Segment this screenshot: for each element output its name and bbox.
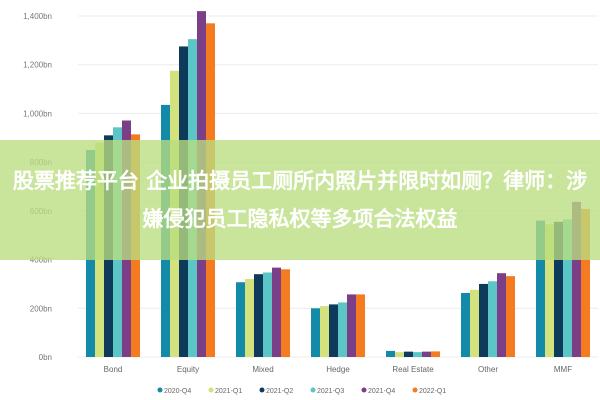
y-tick-label: 0bn <box>39 353 52 362</box>
legend-marker <box>310 387 316 393</box>
bar-real-estate-2021-Q3 <box>413 352 422 357</box>
bar-other-2021-Q4 <box>497 273 506 357</box>
legend-marker <box>157 387 163 393</box>
x-category-label: Equity <box>177 365 199 374</box>
bar-other-2021-Q3 <box>488 281 497 357</box>
bar-mixed-2021-Q3 <box>263 272 272 357</box>
x-axis-categories: Bond Equity Mixed Hedge Real Estate Other MMF <box>104 365 573 374</box>
bar-real-estate-2020-Q4 <box>386 350 395 357</box>
x-category-label: Bond <box>104 365 123 374</box>
y-tick-label: 1,400bn <box>23 12 52 21</box>
y-tick-label: 1,000bn <box>23 109 52 118</box>
x-category-label: Real Estate <box>392 365 434 374</box>
bar-hedge-2021-Q3 <box>338 302 347 357</box>
legend-label: 2021-Q4 <box>368 388 395 395</box>
x-category-label: MMF <box>554 365 572 374</box>
bar-hedge-2022-Q1 <box>356 294 365 357</box>
legend-marker <box>412 387 418 393</box>
bar-mixed-2021-Q2 <box>254 274 263 357</box>
bar-mmf-2021-Q3 <box>563 219 572 357</box>
legend-label: 2021-Q3 <box>317 388 344 395</box>
bar-mixed-2022-Q1 <box>281 269 290 357</box>
bar-mixed-2021-Q4 <box>272 267 281 357</box>
bar-mixed-2020-Q4 <box>236 282 245 357</box>
legend-label: 2022-Q1 <box>419 388 446 395</box>
legend-marker <box>361 387 367 393</box>
bar-other-2022-Q1 <box>506 276 515 357</box>
bar-hedge-2021-Q4 <box>347 294 356 357</box>
bar-other-2021-Q1 <box>470 289 479 357</box>
legend-label: 2021-Q1 <box>215 388 242 395</box>
bar-mmf-2022-Q1 <box>581 208 590 357</box>
bar-mmf-2021-Q2 <box>554 221 563 357</box>
headline-banner[interactable]: 股票推荐平台 企业拍摄员工厕所内照片并限时如厕？律师：涉嫌侵犯员工隐私权等多项合… <box>0 140 600 260</box>
headline-text[interactable]: 股票推荐平台 企业拍摄员工厕所内照片并限时如厕？律师：涉嫌侵犯员工隐私权等多项合… <box>12 169 588 231</box>
bar-real-estate-2021-Q2 <box>404 351 413 357</box>
legend: 2020-Q4 2021-Q1 2021-Q2 2021-Q3 2021-Q4 2022-… <box>157 387 446 395</box>
bar-mmf-2020-Q4 <box>536 220 545 357</box>
y-tick-label: 1,200bn <box>23 61 52 70</box>
bar-mmf-2021-Q1 <box>545 224 554 357</box>
bar-hedge-2021-Q1 <box>320 306 329 357</box>
legend-marker <box>259 387 265 393</box>
x-category-label: Other <box>478 365 498 374</box>
bar-real-estate-2022-Q1 <box>431 351 440 357</box>
bar-other-2020-Q4 <box>461 292 470 357</box>
legend-label: 2021-Q2 <box>266 388 293 395</box>
bar-other-2021-Q2 <box>479 283 488 357</box>
bar-mixed-2021-Q1 <box>245 279 254 357</box>
bar-hedge-2021-Q2 <box>329 304 338 357</box>
bar-mmf-2021-Q4 <box>572 201 581 357</box>
y-tick-label: 200bn <box>30 304 52 313</box>
bar-real-estate-2021-Q1 <box>395 352 404 357</box>
bar-hedge-2020-Q4 <box>311 308 320 357</box>
x-category-label: Mixed <box>252 365 273 374</box>
x-category-label: Hedge <box>326 365 350 374</box>
legend-label: 2020-Q4 <box>164 388 191 395</box>
y-tick-label: 400bn <box>30 256 52 265</box>
bar-real-estate-2021-Q4 <box>422 351 431 357</box>
legend-marker <box>208 387 214 393</box>
